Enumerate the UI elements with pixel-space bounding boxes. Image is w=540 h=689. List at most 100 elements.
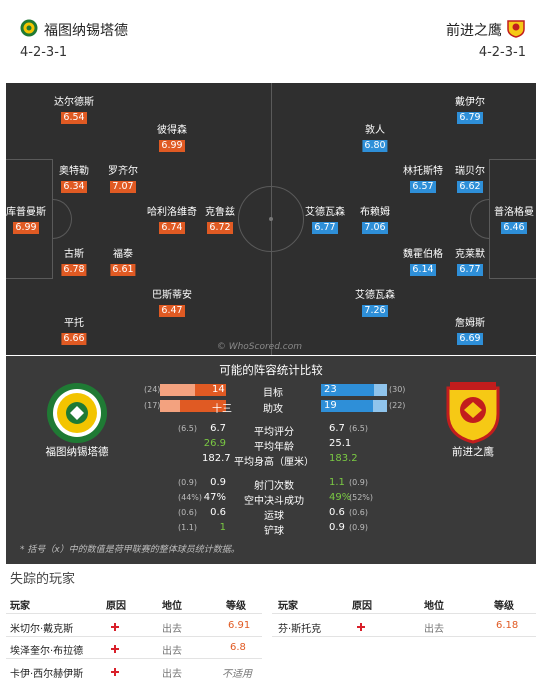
home-player[interactable]: 库普曼斯 6.99 bbox=[6, 207, 46, 234]
away-team-label[interactable]: 前进之鹰 bbox=[452, 446, 494, 458]
player-name: 巴斯蒂安 bbox=[152, 290, 192, 301]
missing-player-name[interactable]: 芬·斯托克 bbox=[278, 624, 322, 635]
away-player[interactable]: 瑞贝尔 6.62 bbox=[455, 166, 485, 193]
player-name: 敦人 bbox=[365, 125, 385, 136]
player-rating: 7.26 bbox=[362, 305, 388, 317]
home-bar-fill bbox=[179, 400, 226, 412]
player-name: 克莱默 bbox=[455, 249, 485, 260]
home-player[interactable]: 哈利洛维奇 6.74 bbox=[147, 207, 197, 234]
away-player[interactable]: 詹姆斯 6.69 bbox=[455, 318, 485, 345]
away-value: 49% bbox=[329, 492, 352, 503]
player-name: 普洛格曼 bbox=[494, 207, 534, 218]
player-rating: 6.14 bbox=[410, 264, 436, 276]
pitch-left-box bbox=[6, 159, 53, 279]
pitch-center-spot bbox=[269, 217, 273, 221]
player-name: 艾德瓦森 bbox=[305, 207, 345, 218]
home-team-name[interactable]: 福图纳锡塔德 bbox=[44, 23, 128, 39]
home-league-avg: (24) bbox=[144, 385, 161, 394]
player-rating: 6.72 bbox=[207, 222, 233, 234]
player-name: 彼得森 bbox=[157, 125, 187, 136]
home-player[interactable]: 奥特勒 6.34 bbox=[59, 166, 89, 193]
player-rating: 6.54 bbox=[61, 112, 87, 124]
player-rating: 6.62 bbox=[457, 181, 483, 193]
player-name: 魏霍伯格 bbox=[403, 249, 443, 260]
player-name: 平托 bbox=[64, 318, 84, 329]
stat-label: 平均年龄 bbox=[254, 442, 294, 453]
player-rating: 6.47 bbox=[159, 305, 185, 317]
pitch-right-box bbox=[489, 159, 536, 279]
home-value: 0.9 bbox=[210, 477, 226, 488]
player-name: 艾德瓦森 bbox=[355, 290, 395, 301]
away-value: 19 bbox=[324, 400, 337, 411]
home-player[interactable]: 达尔德斯 6.54 bbox=[54, 97, 94, 124]
home-team-logo bbox=[47, 383, 107, 443]
home-value: 26.9 bbox=[203, 438, 226, 449]
away-bar-fill bbox=[321, 384, 374, 396]
player-name: 达尔德斯 bbox=[54, 97, 94, 108]
missing-player-name[interactable]: 埃泽奎尔·布拉德 bbox=[10, 646, 84, 657]
away-player[interactable]: 戴伊尔 6.79 bbox=[455, 97, 485, 124]
stat-label: 运球 bbox=[264, 511, 284, 522]
away-player[interactable]: 林托斯特 6.57 bbox=[403, 166, 443, 193]
player-rating: 7.06 bbox=[362, 222, 388, 234]
header-rating: 等级 bbox=[226, 601, 246, 612]
divider bbox=[6, 636, 262, 637]
away-league-avg: (0.9) bbox=[349, 478, 368, 487]
home-player[interactable]: 古斯 6.78 bbox=[61, 249, 87, 276]
home-player[interactable]: 彼得森 6.99 bbox=[157, 125, 187, 152]
home-team-logo-small bbox=[20, 19, 38, 37]
missing-rating: 6.18 bbox=[496, 620, 519, 631]
injury-icon bbox=[111, 668, 119, 676]
missing-player-name[interactable]: 米切尔·戴克斯 bbox=[10, 624, 74, 635]
player-name: 瑞贝尔 bbox=[455, 166, 485, 177]
lineup-comparison-panel: 可能的阵容统计比较 福图纳锡塔德 前进之鹰 (24) 14 目标 23 (30)… bbox=[6, 356, 536, 564]
home-player[interactable]: 罗齐尔 7.07 bbox=[108, 166, 138, 193]
home-league-avg: (1.1) bbox=[178, 523, 197, 532]
stat-label: 平均评分 bbox=[254, 427, 294, 438]
player-name: 福泰 bbox=[113, 249, 133, 260]
away-player[interactable]: 艾德瓦森 7.26 bbox=[355, 290, 395, 317]
divider bbox=[6, 658, 262, 659]
player-name: 林托斯特 bbox=[403, 166, 443, 177]
home-value: 1 bbox=[219, 522, 226, 533]
away-player[interactable]: 魏霍伯格 6.14 bbox=[403, 249, 443, 276]
header-status: 地位 bbox=[162, 601, 182, 612]
stat-label: 平均身高（厘米） bbox=[234, 457, 314, 468]
header-player: 玩家 bbox=[10, 601, 30, 612]
player-rating: 6.80 bbox=[362, 140, 388, 152]
away-player[interactable]: 艾德瓦森 6.77 bbox=[305, 207, 345, 234]
home-player[interactable]: 克鲁兹 6.72 bbox=[205, 207, 235, 234]
home-value: 十三 bbox=[212, 404, 232, 415]
home-player[interactable]: 平托 6.66 bbox=[61, 318, 87, 345]
away-player[interactable]: 敦人 6.80 bbox=[362, 125, 388, 152]
player-rating: 6.34 bbox=[61, 181, 87, 193]
home-team-label[interactable]: 福图纳锡塔德 bbox=[45, 446, 109, 458]
away-team-logo bbox=[446, 382, 500, 444]
home-value: 14 bbox=[212, 384, 225, 395]
missing-player-name[interactable]: 卡伊·西尔赫伊斯 bbox=[10, 669, 84, 680]
home-formation: 4-2-3-1 bbox=[20, 45, 68, 60]
home-player[interactable]: 巴斯蒂安 6.47 bbox=[152, 290, 192, 317]
header-reason: 原因 bbox=[106, 601, 126, 612]
away-team-name[interactable]: 前进之鹰 bbox=[446, 23, 502, 39]
away-value: 6.7 bbox=[329, 423, 345, 434]
home-league-avg: (44%) bbox=[178, 493, 203, 502]
away-player[interactable]: 布赖姆 7.06 bbox=[360, 207, 390, 234]
player-rating: 6.99 bbox=[159, 140, 185, 152]
away-league-avg: (6.5) bbox=[349, 424, 368, 433]
missing-status: 出去 bbox=[162, 646, 182, 657]
away-player[interactable]: 克莱默 6.77 bbox=[455, 249, 485, 276]
away-player[interactable]: 普洛格曼 6.46 bbox=[494, 207, 534, 234]
missing-status: 出去 bbox=[162, 624, 182, 635]
stat-label: 空中决斗成功 bbox=[244, 496, 304, 507]
home-league-avg: (0.6) bbox=[178, 508, 197, 517]
player-name: 库普曼斯 bbox=[6, 207, 46, 218]
home-value: 47% bbox=[203, 492, 226, 503]
home-player[interactable]: 福泰 6.61 bbox=[110, 249, 136, 276]
player-rating: 6.61 bbox=[110, 264, 136, 276]
player-rating: 6.79 bbox=[457, 112, 483, 124]
player-name: 罗齐尔 bbox=[108, 166, 138, 177]
player-rating: 6.74 bbox=[159, 222, 185, 234]
away-team-logo-small bbox=[507, 20, 525, 38]
missing-rating: 不适用 bbox=[222, 669, 252, 680]
